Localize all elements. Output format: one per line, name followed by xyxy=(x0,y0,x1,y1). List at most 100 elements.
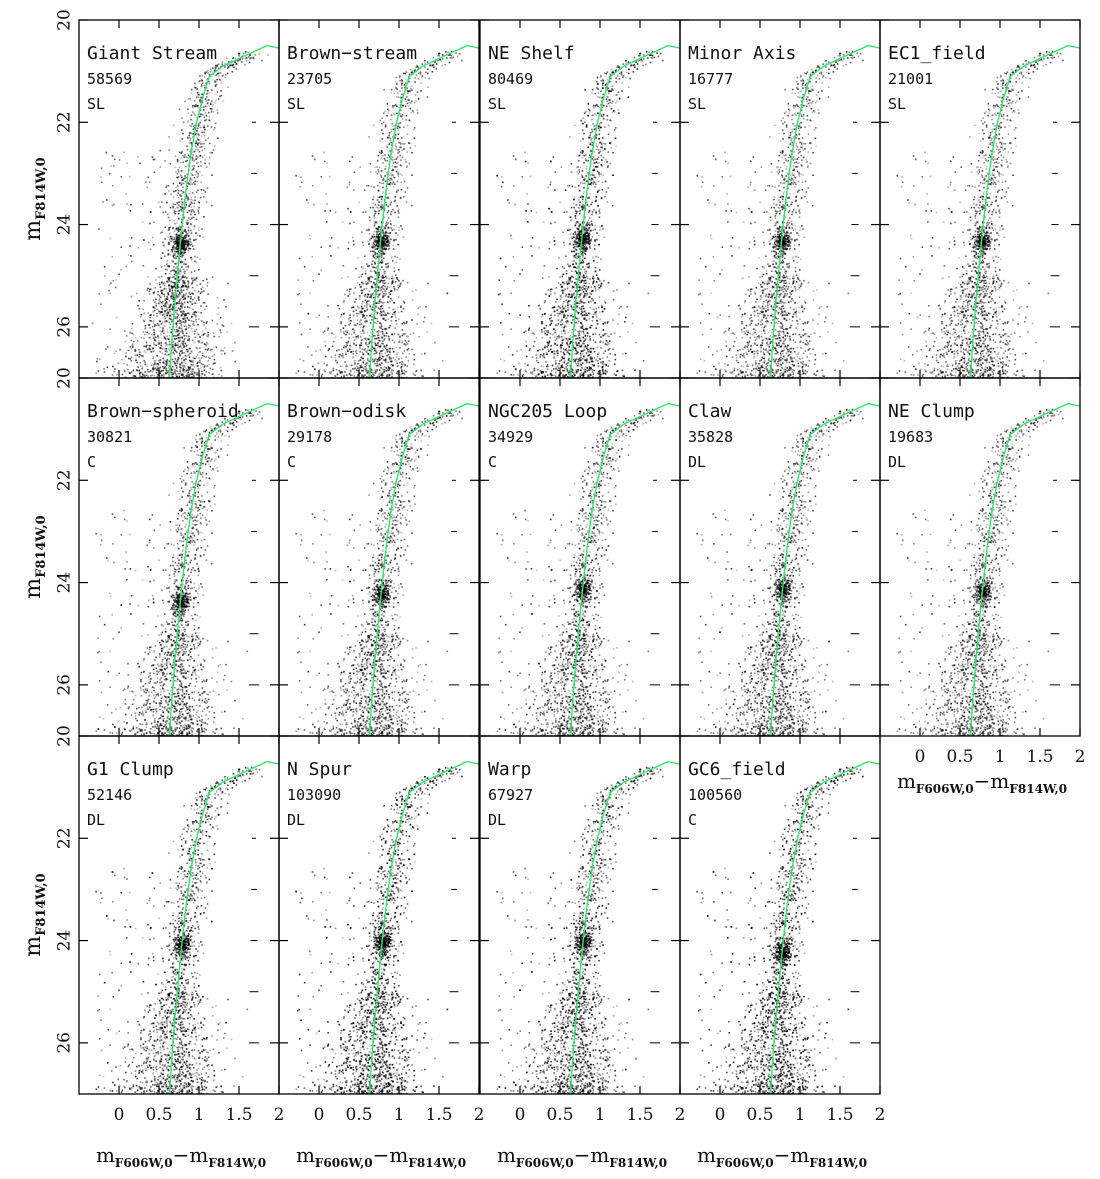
density-point xyxy=(375,258,377,260)
density-point xyxy=(386,368,388,370)
density-point xyxy=(401,94,403,96)
density-point xyxy=(389,174,391,176)
density-point xyxy=(400,165,402,167)
density-point xyxy=(200,283,202,285)
density-point xyxy=(150,248,152,250)
density-point xyxy=(166,291,168,293)
density-point xyxy=(358,360,360,362)
density-point xyxy=(197,131,199,133)
density-point xyxy=(187,219,189,221)
density-point xyxy=(390,214,392,216)
density-point xyxy=(224,353,226,355)
density-point xyxy=(172,359,174,361)
density-point xyxy=(327,316,329,318)
density-point xyxy=(120,246,122,248)
density-point xyxy=(399,347,401,349)
density-point xyxy=(341,337,343,339)
density-point xyxy=(198,207,200,209)
density-point xyxy=(173,239,175,241)
density-point xyxy=(395,262,397,264)
density-point xyxy=(205,139,207,141)
density-point xyxy=(358,307,360,309)
density-point xyxy=(379,182,381,184)
density-point xyxy=(415,289,417,291)
density-point xyxy=(354,172,356,174)
density-point xyxy=(184,235,186,237)
density-point xyxy=(411,152,413,154)
density-point xyxy=(220,80,222,82)
density-point xyxy=(188,155,190,157)
density-point xyxy=(183,296,185,298)
density-point xyxy=(323,152,325,154)
density-point xyxy=(368,185,370,187)
density-point xyxy=(357,335,359,337)
density-point xyxy=(388,245,390,247)
density-point xyxy=(178,340,180,342)
density-point xyxy=(383,349,385,351)
density-point xyxy=(209,116,211,118)
density-point xyxy=(201,94,203,96)
density-point xyxy=(391,371,393,373)
density-point xyxy=(195,319,197,321)
density-point xyxy=(328,328,330,330)
density-point xyxy=(176,313,178,315)
density-point xyxy=(201,335,203,337)
density-point xyxy=(232,71,234,73)
density-point xyxy=(226,331,228,333)
density-point xyxy=(379,120,381,122)
density-point xyxy=(201,97,203,99)
density-point xyxy=(396,113,398,115)
density-point xyxy=(361,306,363,308)
density-point xyxy=(368,360,370,362)
density-point xyxy=(201,75,203,77)
density-point xyxy=(381,206,383,208)
density-point xyxy=(376,313,378,315)
density-point xyxy=(396,205,398,207)
density-point xyxy=(388,354,390,356)
density-point xyxy=(165,269,167,271)
density-point xyxy=(363,333,365,335)
panel-class-code: SL xyxy=(87,95,105,113)
density-point xyxy=(396,372,398,374)
density-point xyxy=(153,244,155,246)
density-point xyxy=(142,221,144,223)
density-point xyxy=(203,106,205,108)
density-point xyxy=(143,331,145,333)
density-point xyxy=(205,159,207,161)
density-point xyxy=(384,369,386,371)
density-point xyxy=(128,350,130,352)
density-point xyxy=(353,353,355,355)
density-point xyxy=(398,130,400,132)
density-point xyxy=(224,66,226,68)
density-point xyxy=(179,152,181,154)
density-point xyxy=(349,337,351,339)
density-point xyxy=(246,57,248,59)
density-point xyxy=(374,217,376,219)
density-point xyxy=(169,340,171,342)
density-point xyxy=(354,375,356,377)
density-point xyxy=(367,296,369,298)
density-point xyxy=(312,280,314,282)
density-point xyxy=(160,359,162,361)
density-point xyxy=(397,357,399,359)
density-point xyxy=(161,331,163,333)
density-point xyxy=(109,284,111,286)
density-point xyxy=(176,338,178,340)
density-point xyxy=(207,103,209,105)
density-point xyxy=(185,157,187,159)
density-point xyxy=(341,277,343,279)
density-point xyxy=(360,166,362,168)
density-point xyxy=(377,342,379,344)
density-point xyxy=(394,308,396,310)
density-point xyxy=(326,221,328,223)
density-point xyxy=(209,163,211,165)
density-point xyxy=(341,355,343,357)
density-point xyxy=(178,227,180,229)
density-point xyxy=(387,103,389,105)
density-point xyxy=(213,332,215,334)
density-point xyxy=(373,293,375,295)
density-point xyxy=(243,53,245,55)
density-point xyxy=(402,157,404,159)
density-point xyxy=(154,360,156,362)
density-point xyxy=(204,73,206,75)
